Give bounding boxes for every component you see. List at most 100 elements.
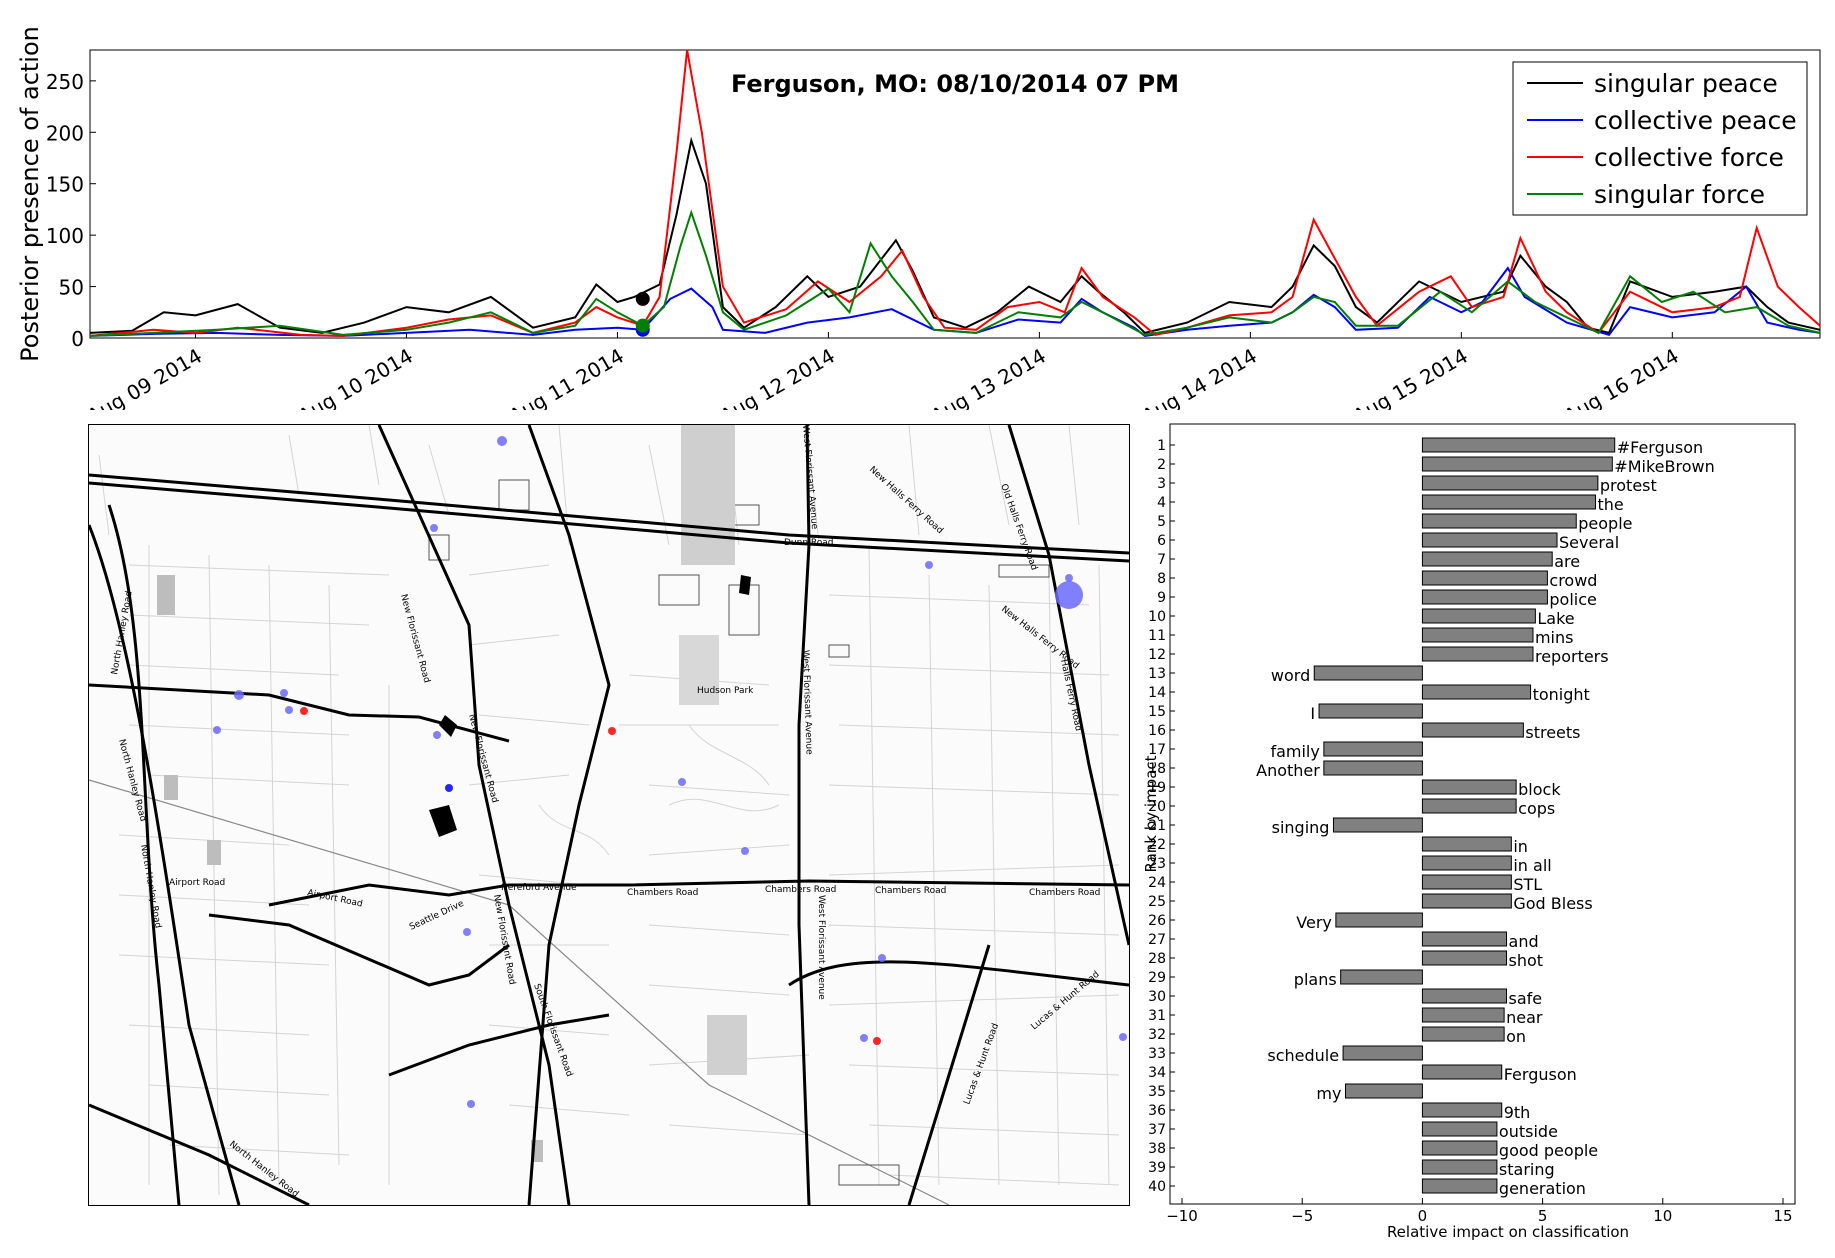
x-tick-label: 5 [1538,1207,1548,1225]
impact-bar [1313,665,1423,681]
tweet-point[interactable] [925,561,933,569]
y-tick-label: 200 [46,121,84,145]
road-label: New Florissant Road [491,894,517,986]
word-label: on [1506,1027,1526,1046]
impact-bar [1421,1140,1498,1156]
tweet-point[interactable] [430,524,438,532]
impact-bar [1421,1102,1503,1118]
word-label: people [1578,514,1632,533]
word-label: protest [1600,476,1657,495]
tweet-point[interactable] [463,928,471,936]
word-label: I [1310,704,1315,723]
current-marker [635,318,650,333]
plot-frame [89,49,1821,339]
road-label: Old Halls Ferry Road [998,483,1039,572]
tweet-point[interactable] [285,706,293,714]
impact-bar [1323,741,1423,757]
rank-label: 10 [1148,609,1166,625]
word-label: word [1271,666,1310,685]
x-tick-label: Aug 12 2014 [716,344,839,410]
x-tick-label: 15 [1773,1207,1792,1225]
road-label: West Florissant Avenue [800,650,814,756]
tweet-point[interactable] [213,726,221,734]
tweet-point[interactable] [1055,581,1083,609]
impact-bar [1421,627,1534,643]
impact-bar [1421,608,1536,624]
tweet-point[interactable] [1119,1033,1127,1041]
x-tick-label: Aug 10 2014 [294,344,417,410]
tweet-point[interactable] [741,847,749,855]
impact-bar [1421,646,1534,662]
impact-bar [1421,589,1548,605]
tweet-point[interactable] [1065,574,1073,582]
rank-label: 34 [1148,1065,1166,1081]
rank-label: 32 [1148,1027,1166,1043]
impact-bar [1421,532,1558,548]
plot-frame [1169,423,1796,1205]
x-tick-label: Aug 11 2014 [505,344,628,410]
word-label: streets [1525,723,1580,742]
rank-label: 22 [1148,837,1166,853]
impact-bar [1421,1178,1498,1194]
impact-bar [1421,1007,1505,1023]
rank-label: 20 [1148,799,1166,815]
x-tick-label: Aug 14 2014 [1138,344,1261,410]
road-label: Chambers Road [765,885,836,895]
word-label: the [1597,495,1623,514]
word-label: reporters [1535,647,1609,666]
tweet-point[interactable] [234,690,244,700]
rank-label: 2 [1157,457,1166,473]
tweet-point[interactable] [878,954,886,962]
buildings [428,479,1050,1186]
road-label: Chambers Road [875,886,946,896]
series-lines [89,49,1821,337]
x-axis-ticks: −10 −5 0 5 10 15 [1166,1198,1793,1225]
rank-label: 28 [1148,951,1166,967]
word-label: Lake [1537,609,1574,628]
road-label: South Florissant Road [531,983,574,1078]
tweet-point[interactable] [300,707,308,715]
street-map: Dunn Road New Halls Ferry Road New Halls… [89,425,1129,1205]
bars: 1 #Ferguson 2 #MikeBrown 3 protest 4 the 5 people… [1148,437,1715,1198]
rank-label: 11 [1148,628,1166,644]
rank-label: 3 [1157,476,1166,492]
word-label: tonight [1533,685,1590,704]
tweet-point[interactable] [608,727,616,735]
impact-bar [1421,779,1517,795]
tweet-point[interactable] [467,1100,475,1108]
map-panel[interactable]: Dunn Road New Halls Ferry Road New Halls… [88,424,1130,1206]
tweet-point[interactable] [280,689,288,697]
tweet-point[interactable] [433,731,441,739]
tweet-point[interactable] [678,778,686,786]
tweet-point[interactable] [445,784,453,792]
impact-bar [1421,1064,1503,1080]
tweet-point[interactable] [497,436,507,446]
legend-box [1512,61,1808,216]
word-label: are [1554,552,1580,571]
legend-label: singular force [1594,180,1765,209]
chart-title: Ferguson, MO: 08/10/2014 07 PM [731,70,1179,98]
legend-label: singular peace [1594,69,1778,98]
impact-bar [1342,1045,1423,1061]
rank-label: 21 [1148,818,1166,834]
road-label: North Hanley Road [138,844,163,929]
road-label: Chambers Road [627,888,698,898]
road-label: Halls Ferry Road [1058,659,1083,733]
impact-bar [1332,817,1423,833]
y-tick-label: 0 [71,327,84,351]
impact-bar [1340,969,1423,985]
word-label: in all [1513,856,1551,875]
road-label: Seattle Drive [408,899,466,933]
series-line-singular-peace [89,136,1821,335]
word-label: Ferguson [1504,1065,1577,1084]
rank-label: 40 [1148,1179,1166,1195]
road-label: New Florissant Road [398,593,431,684]
x-tick-label: −5 [1291,1207,1313,1225]
y-tick-label: 100 [46,224,84,248]
rank-label: 35 [1148,1084,1166,1100]
tweet-point[interactable] [860,1034,868,1042]
rank-label: 38 [1148,1141,1166,1157]
tweet-point[interactable] [873,1037,881,1045]
road-label: Airport Road [169,878,225,888]
